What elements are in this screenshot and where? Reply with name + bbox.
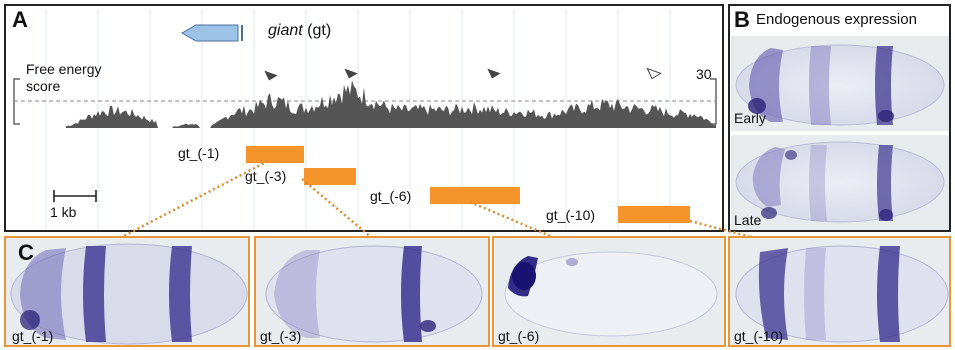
embryo-late (731, 135, 949, 230)
embryo-gt-1 (4, 236, 250, 347)
fragment-bar (618, 206, 690, 223)
embryo-early-image (735, 44, 945, 126)
fragment-bar (430, 187, 520, 204)
embryo-gt-3 (254, 236, 490, 347)
scale-bar (53, 190, 97, 202)
panel-a-letter: A (12, 7, 28, 32)
panel-b: B Endogenous expression Early Late (728, 4, 951, 232)
stage-label-early: Early (734, 110, 766, 126)
panel-a-graphics (13, 10, 717, 230)
embryo-label: gt_(-10) (734, 328, 784, 344)
panel-a: A giant (gt) Free energy score 30 (4, 4, 724, 232)
gene-name: giant (268, 22, 303, 39)
fragment-bar (246, 146, 304, 163)
stage-label-late: Late (734, 212, 762, 228)
peak-marker-icon (487, 68, 501, 79)
panel-b-title: Endogenous expression (756, 11, 917, 28)
panel-c: C gt_(-1) gt_(-3) gt_(-6) gt_(-10) (4, 236, 951, 347)
gene-arrow-icon (180, 24, 243, 42)
fragment-label: gt_(-6) (370, 188, 412, 204)
gene-label: giant (gt) (268, 22, 331, 40)
fragment-label: gt_(-1) (178, 145, 220, 161)
embryo-late-image (735, 141, 945, 223)
embryo-early (731, 36, 949, 131)
embryo-gt-6 (492, 236, 726, 347)
score-label-line2: score (26, 78, 61, 94)
embryo-label: gt_(-3) (260, 328, 302, 344)
fragment-label: gt_(-3) (245, 168, 287, 184)
panel-b-letter: B (734, 7, 750, 32)
panel-c-letter: C (18, 240, 34, 265)
peak-marker-icon (264, 70, 278, 81)
free-energy-track (66, 80, 716, 128)
embryo-gt-10 (728, 236, 951, 347)
scale-label: 1 kb (50, 204, 77, 220)
fragment-bar (304, 168, 356, 185)
embryo-label: gt_(-6) (498, 328, 540, 344)
peak-marker-open-icon (646, 67, 662, 80)
gene-abbrev: (gt) (307, 22, 332, 39)
fragment-label: gt_(-10) (546, 207, 596, 223)
divider (730, 132, 949, 134)
score-max: 30 (696, 66, 712, 82)
embryo-label: gt_(-1) (12, 328, 54, 344)
peak-marker-icon (344, 68, 358, 79)
score-label-line1: Free energy (26, 61, 102, 77)
